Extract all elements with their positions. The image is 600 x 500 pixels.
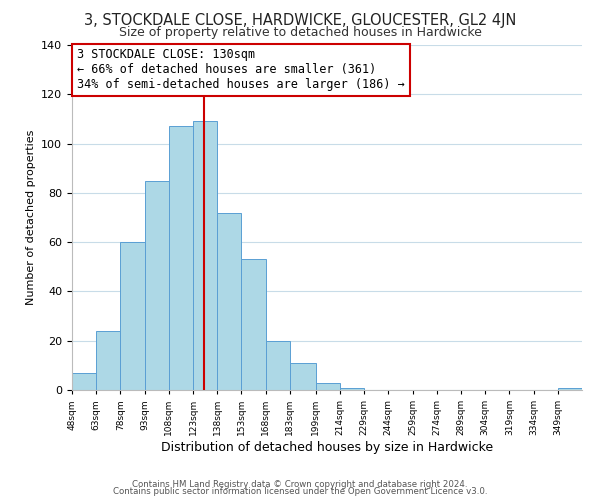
Bar xyxy=(145,180,169,390)
Bar xyxy=(558,388,582,390)
Text: Contains public sector information licensed under the Open Government Licence v3: Contains public sector information licen… xyxy=(113,488,487,496)
Text: 3, STOCKDALE CLOSE, HARDWICKE, GLOUCESTER, GL2 4JN: 3, STOCKDALE CLOSE, HARDWICKE, GLOUCESTE… xyxy=(84,12,516,28)
Bar xyxy=(241,260,266,390)
Text: Size of property relative to detached houses in Hardwicke: Size of property relative to detached ho… xyxy=(119,26,481,39)
Text: Contains HM Land Registry data © Crown copyright and database right 2024.: Contains HM Land Registry data © Crown c… xyxy=(132,480,468,489)
Bar xyxy=(169,126,193,390)
Bar xyxy=(193,122,217,390)
Bar xyxy=(72,373,96,390)
Bar xyxy=(316,382,340,390)
Bar xyxy=(340,388,364,390)
Text: 3 STOCKDALE CLOSE: 130sqm
← 66% of detached houses are smaller (361)
34% of semi: 3 STOCKDALE CLOSE: 130sqm ← 66% of detac… xyxy=(77,48,405,92)
Bar xyxy=(217,212,241,390)
Bar xyxy=(121,242,145,390)
Bar xyxy=(290,363,316,390)
Y-axis label: Number of detached properties: Number of detached properties xyxy=(26,130,35,305)
Bar xyxy=(266,340,290,390)
Bar xyxy=(96,331,121,390)
X-axis label: Distribution of detached houses by size in Hardwicke: Distribution of detached houses by size … xyxy=(161,441,493,454)
